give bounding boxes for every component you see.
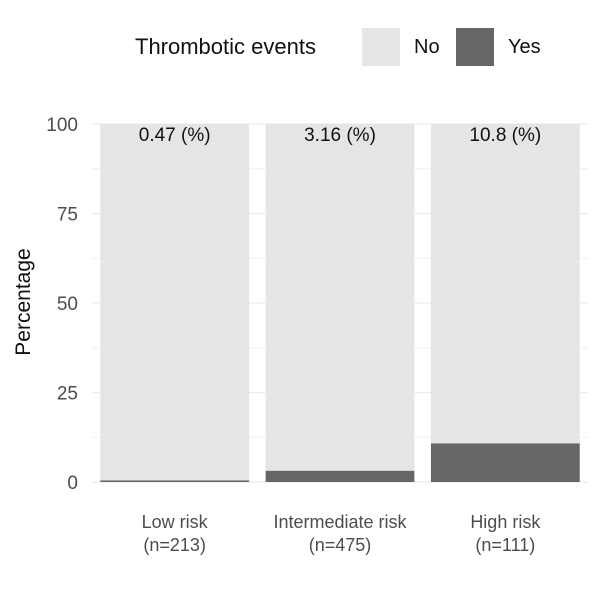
bar-no bbox=[100, 124, 250, 481]
legend: Thrombotic events No Yes bbox=[0, 28, 600, 68]
x-tick-label: Low risk bbox=[142, 512, 209, 532]
bar-yes bbox=[100, 480, 250, 482]
y-tick-label: 75 bbox=[57, 205, 78, 226]
y-tick-label: 100 bbox=[46, 115, 78, 136]
legend-title: Thrombotic events bbox=[135, 34, 316, 59]
bar-no bbox=[265, 124, 415, 471]
y-tick-label: 0 bbox=[67, 473, 78, 494]
bar-yes bbox=[265, 470, 415, 482]
bar-value-label: 3.16 (%) bbox=[304, 125, 376, 146]
y-tick-label: 25 bbox=[57, 384, 78, 405]
legend-label-yes: Yes bbox=[508, 36, 541, 58]
bar-value-label: 0.47 (%) bbox=[139, 125, 211, 146]
x-tick-label: (n=111) bbox=[475, 535, 535, 555]
legend-key-no bbox=[362, 28, 400, 66]
legend-label-no: No bbox=[414, 36, 440, 58]
bar-value-label: 10.8 (%) bbox=[469, 125, 541, 146]
bar-yes bbox=[430, 443, 580, 482]
bar-no bbox=[430, 124, 580, 444]
x-tick-label: High risk bbox=[470, 512, 541, 532]
x-tick-label: (n=475) bbox=[309, 535, 372, 555]
x-tick-label: (n=213) bbox=[143, 535, 206, 555]
y-tick-label: 50 bbox=[57, 294, 78, 315]
legend-key-yes bbox=[456, 28, 494, 66]
x-tick-label: Intermediate risk bbox=[273, 512, 407, 532]
